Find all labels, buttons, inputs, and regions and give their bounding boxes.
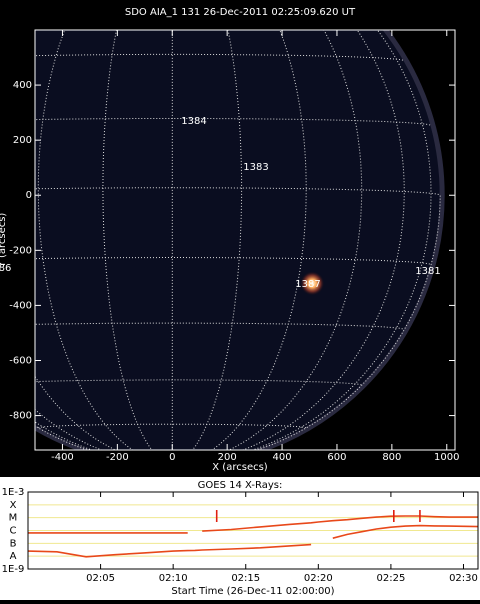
flare-glow: [300, 271, 325, 296]
x-tick-label: 200: [218, 452, 237, 463]
image-title: SDO AIA_1 131 26-Dec-2011 02:25:09.620 U…: [125, 7, 356, 18]
x-tick-label: 800: [382, 452, 401, 463]
goes-title: GOES 14 X-Rays:: [198, 480, 283, 491]
x-tick-label: -400: [51, 452, 74, 463]
helio-grid: [35, 118, 432, 126]
x-tick-label: -200: [106, 452, 129, 463]
x-tick-label: 1000: [434, 452, 459, 463]
x-tick-label: 02:20: [304, 573, 333, 584]
helio-grid: [35, 379, 363, 386]
helio-grid: [37, 423, 307, 429]
solar-image: [35, 30, 445, 450]
y-tick-label: B: [10, 538, 17, 549]
x-tick-label: 600: [327, 452, 346, 463]
x-axis-label: X (arcsecs): [212, 462, 268, 473]
region-label: 1384: [181, 116, 206, 127]
helio-grid: [251, 30, 432, 450]
y-tick-label: 1E-3: [2, 487, 25, 498]
solar-limb: [35, 30, 445, 450]
region-label: 86: [0, 263, 11, 274]
x-tick-label: 400: [273, 452, 292, 463]
region-label: 1387: [295, 279, 320, 290]
helio-grid: [210, 30, 307, 450]
helio-grid: [35, 257, 432, 265]
y-tick-label: -800: [9, 411, 32, 422]
x-tick-label: 02:05: [86, 573, 115, 584]
region-label: 1383: [243, 162, 268, 173]
x-tick-label: 02:30: [449, 573, 478, 584]
y-tick-label: -200: [9, 245, 32, 256]
goes-x-label: Start Time (26-Dec-11 02:00:00): [171, 586, 334, 597]
flux-line: [27, 524, 479, 558]
x-tick-label: 02:15: [231, 573, 260, 584]
y-tick-label: 0: [26, 190, 32, 201]
helio-grid: [241, 30, 405, 450]
y-tick-label: -400: [9, 300, 32, 311]
bottom-panel: [0, 477, 480, 600]
x-tick-label: 02:10: [159, 573, 188, 584]
helio-grid: [255, 195, 441, 450]
helio-grid: [37, 30, 134, 450]
solar-disk: [35, 30, 441, 450]
y-tick-label: C: [10, 526, 17, 537]
y-tick-label: -600: [9, 355, 32, 366]
y-tick-label: 1E-9: [2, 564, 25, 575]
x-tick-label: 02:25: [376, 573, 405, 584]
plot-frame: [27, 491, 479, 570]
y-tick-label: A: [10, 551, 17, 562]
y-tick-label: 400: [13, 80, 32, 91]
y-axis-label: Y (arcsecs): [0, 213, 8, 269]
y-tick-label: 200: [13, 135, 32, 146]
y-tick-label: M: [9, 513, 18, 524]
plot-frame: [34, 29, 456, 451]
x-tick-label: 0: [169, 452, 175, 463]
region-label: 1381: [415, 266, 440, 277]
y-tick-label: X: [10, 500, 17, 511]
flux-line: [28, 515, 478, 534]
